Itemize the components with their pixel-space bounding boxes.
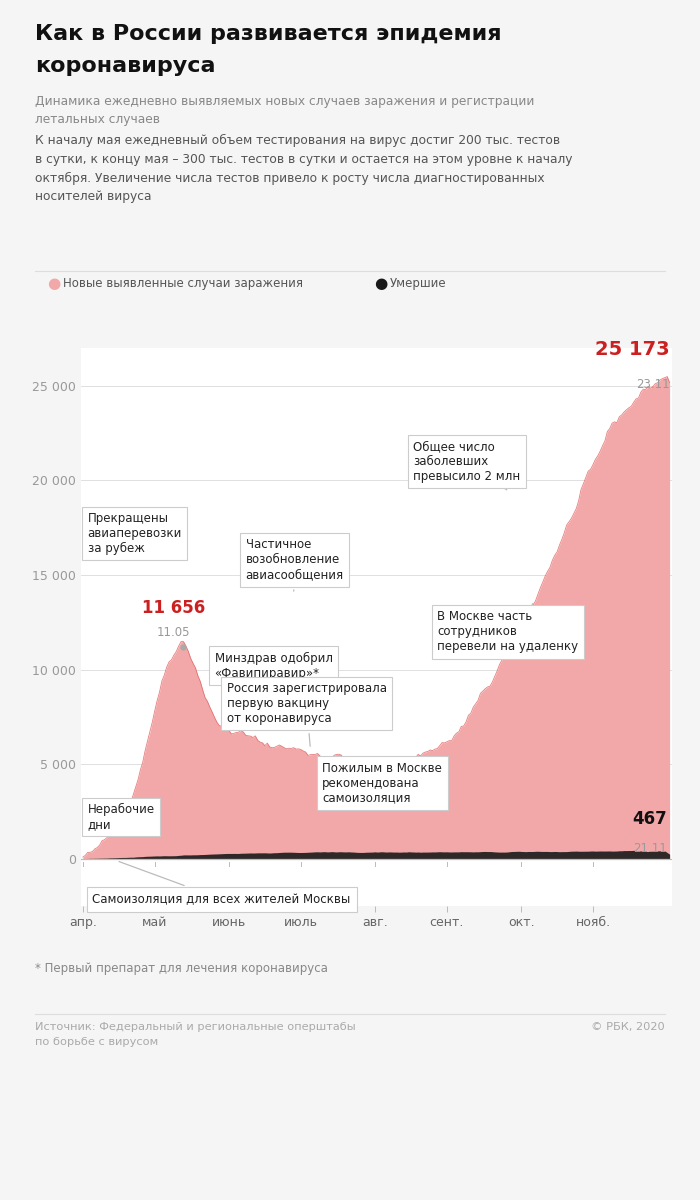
Text: 21.11: 21.11 [634,841,667,854]
Text: В Москве часть
сотрудников
перевели на удаленку: В Москве часть сотрудников перевели на у… [438,604,578,653]
Text: Прекращены
авиаперевозки
за рубеж: Прекращены авиаперевозки за рубеж [88,512,182,554]
Text: 23.11: 23.11 [636,378,670,391]
Text: * Первый препарат для лечения коронавируса: * Первый препарат для лечения коронавиру… [35,962,328,976]
Text: ●: ● [374,276,388,290]
Text: 11 656: 11 656 [142,599,206,617]
Text: Динамика ежедневно выявляемых новых случаев заражения и регистрации
летальных сл: Динамика ежедневно выявляемых новых случ… [35,95,534,126]
Text: Общее число
заболевших
превысило 2 млн: Общее число заболевших превысило 2 млн [414,440,521,490]
Text: Умершие: Умершие [390,277,447,289]
Text: коронавируса: коронавируса [35,56,216,77]
Text: ●: ● [48,276,61,290]
Text: Нерабочие
дни: Нерабочие дни [88,803,155,833]
Text: Минздрав одобрил
«Фавипиравир»*: Минздрав одобрил «Фавипиравир»* [215,652,332,704]
Text: К началу мая ежедневный объем тестирования на вирус достиг 200 тыс. тестов
в сут: К началу мая ежедневный объем тестирован… [35,134,573,203]
Text: © РБК, 2020: © РБК, 2020 [592,1022,665,1032]
Text: Источник: Федеральный и региональные оперштабы
по борьбе с вирусом: Источник: Федеральный и региональные опе… [35,1022,356,1046]
Text: Частичное
возобновление
авиасообщения: Частичное возобновление авиасообщения [246,539,344,592]
Text: 11.05: 11.05 [157,626,190,640]
Text: 467: 467 [633,810,667,828]
Text: Новые выявленные случаи заражения: Новые выявленные случаи заражения [63,277,303,289]
Text: 25 173: 25 173 [595,341,670,359]
Text: Россия зарегистрировала
первую вакцину
от коронавируса: Россия зарегистрировала первую вакцину о… [227,682,386,746]
Text: Как в России развивается эпидемия: Как в России развивается эпидемия [35,24,502,44]
Text: Пожилым в Москве
рекомендована
самоизоляция: Пожилым в Москве рекомендована самоизоля… [323,762,442,804]
Text: Самоизоляция для всех жителей Москвы: Самоизоляция для всех жителей Москвы [92,862,351,906]
